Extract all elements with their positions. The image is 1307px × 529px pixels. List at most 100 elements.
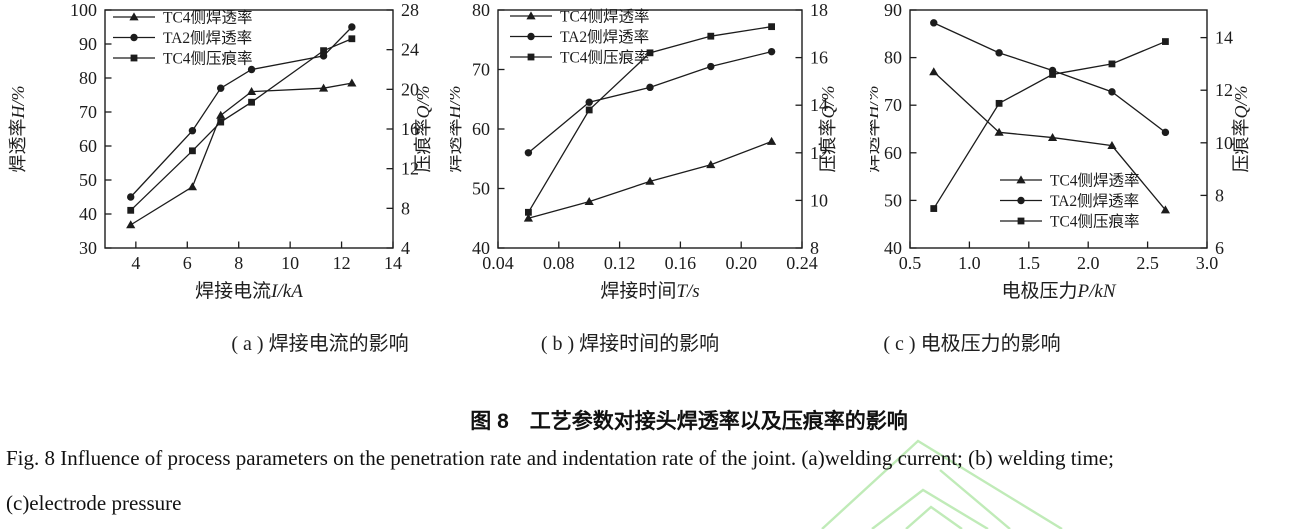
svg-text:12: 12 [333,253,351,273]
chart-panel-c: 0.5 1.0 1.5 2.0 2.5 3.0 40 50 60 70 80 90 6 8 10 12 14 电极… [862,0,1307,310]
svg-text:16: 16 [810,48,828,68]
svg-text:8: 8 [401,198,410,218]
svg-text:28: 28 [401,0,419,20]
svg-text:压痕率Q/%: 压痕率Q/% [818,86,838,173]
svg-text:4: 4 [401,238,410,258]
svg-text:14: 14 [810,95,828,115]
svg-text:60: 60 [79,136,97,156]
svg-text:90: 90 [79,34,97,54]
watermark-leg-line [939,469,1011,529]
legend-a: TC4侧焊透率 TA2侧焊透率 TC4侧压痕率 [113,9,253,68]
svg-text:24: 24 [401,40,419,60]
svg-text:1.0: 1.0 [958,253,981,273]
svg-text:40: 40 [79,204,97,224]
svg-text:60: 60 [884,143,902,163]
svg-text:焊接时间T/s: 焊接时间T/s [600,280,699,302]
svg-text:8: 8 [810,238,819,258]
svg-text:TA2侧焊透率: TA2侧焊透率 [163,29,252,47]
svg-text:焊接电流I/kA: 焊接电流I/kA [195,280,303,302]
series-TC4侧压痕率 [127,35,356,214]
svg-text:12: 12 [810,143,828,163]
svg-text:焊透率H/%: 焊透率H/% [450,86,464,173]
svg-text:10: 10 [1215,133,1233,153]
svg-text:80: 80 [79,68,97,88]
svg-text:2.0: 2.0 [1077,253,1100,273]
svg-text:10: 10 [810,190,828,210]
svg-text:30: 30 [79,238,97,258]
svg-text:6: 6 [1215,238,1224,258]
series-TC4侧焊透率 [126,78,357,229]
svg-text:0.24: 0.24 [786,253,818,273]
svg-text:80: 80 [472,0,490,20]
svg-text:20: 20 [401,79,419,99]
svg-text:TA2侧焊透率: TA2侧焊透率 [1050,192,1139,210]
svg-text:70: 70 [472,60,490,80]
axes-c: 0.5 1.0 1.5 2.0 2.5 3.0 40 50 60 70 80 90 6 8 10 12 14 电极… [862,0,1251,302]
svg-text:14: 14 [384,253,402,273]
series-TC4侧焊透率 [523,136,777,222]
series-TC4侧压痕率 [525,23,775,216]
legend-b: TC4侧焊透率 TA2侧焊透率 TC4侧压痕率 [510,8,650,67]
svg-text:TC4侧压痕率: TC4侧压痕率 [1050,213,1140,231]
svg-text:40: 40 [472,238,490,258]
chart-a-svg: 4 6 8 10 12 14 30 40 50 60 70 80 90 100 4 8 12 16 20 24 28 焊接… [8,0,433,302]
svg-text:0.04: 0.04 [482,253,514,273]
svg-text:0.20: 0.20 [725,253,757,273]
svg-text:8: 8 [1215,185,1224,205]
svg-text:70: 70 [884,95,902,115]
svg-text:焊透率H/%: 焊透率H/% [870,86,882,173]
svg-text:TC4侧焊透率: TC4侧焊透率 [560,8,650,26]
svg-text:压痕率Q/%: 压痕率Q/% [1231,86,1251,173]
chart-b-svg: 0.04 0.08 0.12 0.16 0.20 0.24 40 50 60 70 80 8 10 12 1… [444,0,838,302]
svg-text:1.5: 1.5 [1018,253,1041,273]
svg-text:8: 8 [234,253,243,273]
watermark-outer-chevron [821,439,1063,529]
svg-text:焊透率H/%: 焊透率H/% [8,86,28,173]
series-TA2侧焊透率 [930,19,1170,137]
svg-text:TC4侧压痕率: TC4侧压痕率 [163,50,253,68]
svg-text:80: 80 [884,48,902,68]
series-TC4侧焊透率 [929,67,1171,214]
subcaption-c: ( c ) 电极压力的影响 [883,333,1061,355]
svg-text:TC4侧压痕率: TC4侧压痕率 [560,49,650,67]
figure-caption-cn: 图 8 工艺参数对接头焊透率以及压痕率的影响 [470,410,908,433]
svg-text:TC4侧焊透率: TC4侧焊透率 [1050,172,1140,190]
svg-text:3.0: 3.0 [1196,253,1219,273]
svg-text:10: 10 [281,253,299,273]
svg-text:50: 50 [884,190,902,210]
watermark-inner-chevron [905,505,963,529]
svg-text:50: 50 [472,179,490,199]
svg-text:50: 50 [79,170,97,190]
svg-text:6: 6 [183,253,192,273]
legend-c: TC4侧焊透率 TA2侧焊透率 TC4侧压痕率 [1000,172,1140,231]
svg-text:70: 70 [79,102,97,122]
chart-c-svg: 0.5 1.0 1.5 2.0 2.5 3.0 40 50 60 70 80 90 6 8 10 12 14 电极… [862,0,1251,302]
series-TA2侧焊透率 [127,23,356,201]
subcaption-a: ( a ) 焊接电流的影响 [231,333,409,355]
figure-caption-en-line1: Fig. 8 Influence of process parameters o… [6,446,1114,470]
svg-text:40: 40 [884,238,902,258]
svg-text:12: 12 [1215,80,1233,100]
svg-text:100: 100 [70,0,97,20]
svg-text:压痕率Q/%: 压痕率Q/% [413,86,433,173]
svg-text:0.5: 0.5 [899,253,922,273]
svg-text:14: 14 [1215,28,1233,48]
svg-text:电极压力P/kN: 电极压力P/kN [1001,280,1116,302]
svg-text:0.08: 0.08 [543,253,575,273]
subcaption-b: ( b ) 焊接时间的影响 [540,333,720,355]
svg-text:2.5: 2.5 [1136,253,1159,273]
axes-a: 4 6 8 10 12 14 30 40 50 60 70 80 90 100 4 8 12 16 20 24 28 焊接… [8,0,433,302]
chart-panel-b: 0.04 0.08 0.12 0.16 0.20 0.24 40 50 60 70 80 8 10 12 1… [444,0,870,310]
svg-text:16: 16 [401,119,419,139]
figure-caption-en-line2: (c)electrode pressure [6,491,182,515]
series-TA2侧焊透率 [524,47,776,157]
watermark-middle-chevron [871,488,989,529]
svg-text:0.16: 0.16 [665,253,697,273]
svg-text:18: 18 [810,0,828,20]
svg-text:90: 90 [884,0,902,20]
figure-caption-en: Fig. 8 Influence of process parameters o… [6,446,1304,516]
series-TC4侧压痕率 [930,38,1169,212]
svg-text:12: 12 [401,159,419,179]
svg-text:TA2侧焊透率: TA2侧焊透率 [560,28,649,46]
